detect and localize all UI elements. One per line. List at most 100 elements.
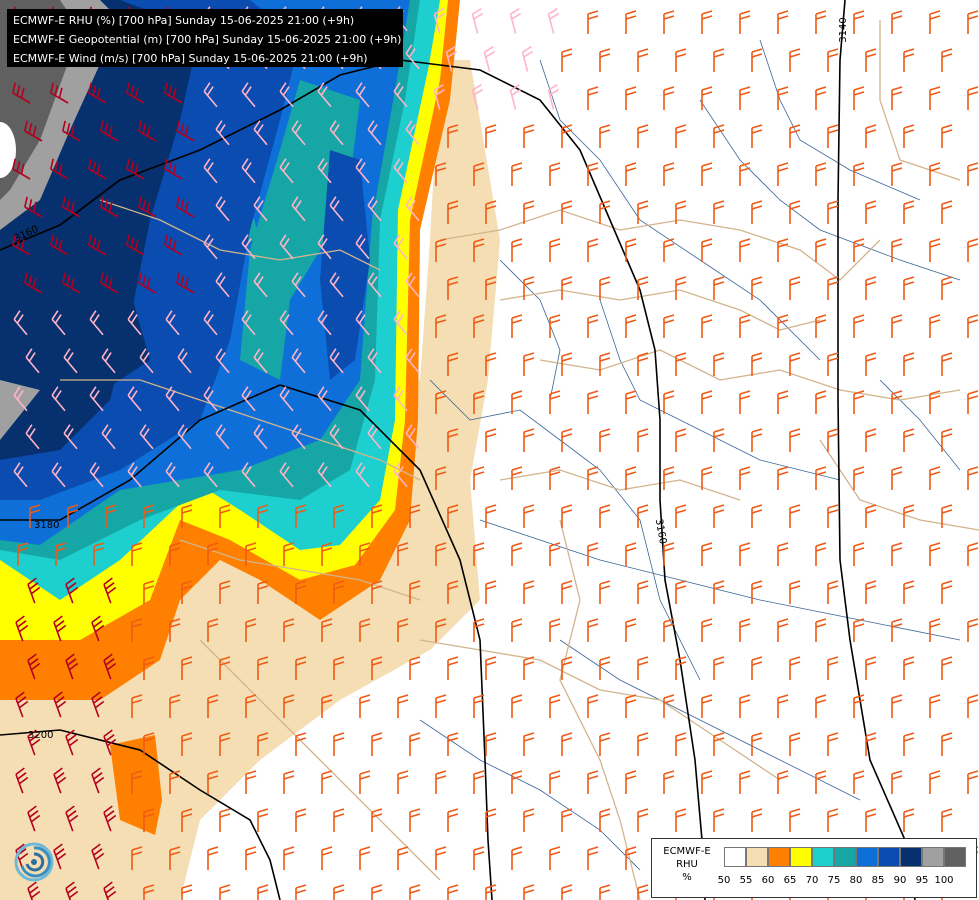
wind-barb xyxy=(561,504,573,528)
wind-barb xyxy=(24,120,43,142)
title-line-rhu: ECMWF-E RHU (%) [700 hPa] Sunday 15-06-2… xyxy=(13,14,355,27)
wind-barb xyxy=(929,770,941,794)
wind-barb xyxy=(865,428,877,452)
wind-barb xyxy=(101,348,116,374)
wind-barb xyxy=(15,767,29,794)
wind-barb xyxy=(777,770,789,794)
wind-barb xyxy=(675,580,687,604)
wind-barb xyxy=(471,84,484,110)
wind-barb xyxy=(713,732,725,756)
wind-barb xyxy=(891,238,903,262)
wind-barb xyxy=(523,808,535,832)
wind-barb xyxy=(561,276,573,300)
wind-barb xyxy=(63,348,78,374)
wind-barb xyxy=(371,884,383,900)
wind-barb xyxy=(333,808,345,832)
wind-barb xyxy=(409,504,421,528)
wind-barb xyxy=(219,580,231,604)
wind-barb xyxy=(283,770,295,794)
wind-barb xyxy=(941,580,953,604)
legend-model: ECMWF-E xyxy=(663,846,711,857)
wind-barb xyxy=(891,162,903,186)
wind-barb xyxy=(511,770,523,794)
wind-barb xyxy=(827,124,839,148)
wind-barb xyxy=(131,542,143,566)
contour-3180 xyxy=(0,384,493,900)
wind-barb xyxy=(291,196,306,222)
wind-barb xyxy=(777,86,789,110)
wind-barb xyxy=(789,656,801,680)
wind-barb xyxy=(625,238,637,262)
wind-barb xyxy=(473,238,485,262)
wind-barb xyxy=(663,238,675,262)
wind-barb xyxy=(93,542,105,566)
legend-swatch xyxy=(768,847,790,867)
wind-barb xyxy=(827,276,839,300)
wind-barb xyxy=(941,808,953,832)
wind-barb xyxy=(359,770,371,794)
wind-barb xyxy=(15,691,29,718)
wind-barb xyxy=(12,158,31,180)
wind-barb xyxy=(827,200,839,224)
rivers xyxy=(419,39,961,871)
wind-barb xyxy=(751,352,763,376)
wind-barb xyxy=(967,542,979,566)
wind-barb xyxy=(485,580,497,604)
wind-barb xyxy=(50,82,69,104)
wind-barb xyxy=(143,732,155,756)
wind-barb xyxy=(675,124,687,148)
wind-barb xyxy=(485,124,497,148)
wind-barb xyxy=(257,884,269,900)
wind-barb xyxy=(291,120,306,146)
wind-barb xyxy=(333,580,345,604)
wind-barb xyxy=(523,124,535,148)
wind-barb xyxy=(143,808,155,832)
wind-barb xyxy=(371,732,383,756)
legend-swatches xyxy=(724,847,966,867)
wind-barb xyxy=(599,808,611,832)
wind-barb xyxy=(165,310,180,336)
wind-barb xyxy=(853,238,865,262)
wind-barb xyxy=(62,272,81,294)
wind-barb xyxy=(561,884,573,900)
wind-barb xyxy=(789,48,801,72)
wind-barb xyxy=(789,504,801,528)
wind-barb xyxy=(891,314,903,338)
wind-barb xyxy=(903,200,915,224)
wind-barb xyxy=(447,808,459,832)
wind-barb xyxy=(929,162,941,186)
wind-barb xyxy=(523,200,535,224)
wind-barb xyxy=(169,542,181,566)
wind-barb xyxy=(663,618,675,642)
wind-barb xyxy=(891,466,903,490)
wind-barb xyxy=(207,618,219,642)
wind-barb xyxy=(207,770,219,794)
wind-barb xyxy=(13,386,28,412)
wind-barb xyxy=(367,196,382,222)
wind-barb xyxy=(713,276,725,300)
wind-barb xyxy=(291,424,306,450)
wind-barb xyxy=(203,158,218,184)
wind-barb xyxy=(207,542,219,566)
wind-barb xyxy=(521,46,534,72)
wind-barb xyxy=(751,808,763,832)
wind-barb xyxy=(865,200,877,224)
wind-barb xyxy=(177,348,192,374)
wind-barb xyxy=(409,732,421,756)
wind-barb xyxy=(127,310,142,336)
wind-barb xyxy=(751,580,763,604)
colorbar-legend: ECMWF-E RHU % 50 55 60 65 70 75 80 85 90 95 100 xyxy=(651,838,977,898)
wind-barb xyxy=(561,732,573,756)
wind-barb xyxy=(181,732,193,756)
wind-barb xyxy=(891,770,903,794)
wind-barb xyxy=(587,618,599,642)
legend-tick-label: 75 xyxy=(827,875,841,886)
wind-barb xyxy=(637,48,649,72)
wind-barb xyxy=(587,542,599,566)
wind-barb xyxy=(13,462,28,488)
wind-barb xyxy=(329,424,344,450)
wind-barb xyxy=(903,580,915,604)
wind-barb xyxy=(739,238,751,262)
wind-barb xyxy=(663,162,675,186)
wind-barb xyxy=(941,276,953,300)
